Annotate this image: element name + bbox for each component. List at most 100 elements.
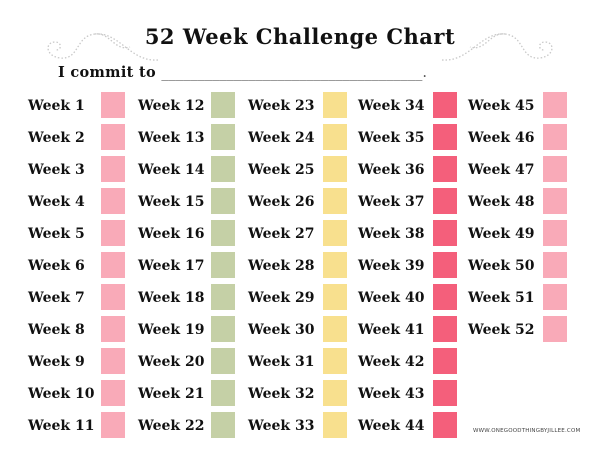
- week-label: Week 38: [358, 226, 425, 242]
- week-checkbox[interactable]: [323, 380, 347, 406]
- week-label: Week 25: [248, 162, 315, 178]
- week-label: Week 22: [138, 418, 205, 434]
- week-label: Week 52: [468, 322, 535, 338]
- week-label: Week 41: [358, 322, 425, 338]
- week-checkbox[interactable]: [433, 316, 457, 342]
- week-checkbox[interactable]: [211, 412, 235, 438]
- week-checkbox[interactable]: [211, 156, 235, 182]
- week-label: Week 51: [468, 290, 535, 306]
- week-label: Week 15: [138, 194, 205, 210]
- week-checkbox[interactable]: [543, 188, 567, 214]
- week-label: Week 33: [248, 418, 315, 434]
- week-checkbox[interactable]: [433, 412, 457, 438]
- week-checkbox[interactable]: [433, 284, 457, 310]
- week-label: Week 5: [28, 226, 85, 242]
- week-label: Week 1: [28, 98, 85, 114]
- week-label: Week 2: [28, 130, 85, 146]
- week-label: Week 20: [138, 354, 205, 370]
- week-checkbox[interactable]: [323, 156, 347, 182]
- week-label: Week 17: [138, 258, 205, 274]
- week-checkbox[interactable]: [101, 412, 125, 438]
- week-label: Week 30: [248, 322, 315, 338]
- week-label: Week 21: [138, 386, 205, 402]
- week-label: Week 43: [358, 386, 425, 402]
- week-label: Week 40: [358, 290, 425, 306]
- week-label: Week 28: [248, 258, 315, 274]
- week-checkbox[interactable]: [323, 124, 347, 150]
- week-checkbox[interactable]: [211, 220, 235, 246]
- week-checkbox[interactable]: [101, 284, 125, 310]
- week-checkbox[interactable]: [323, 220, 347, 246]
- week-checkbox[interactable]: [433, 156, 457, 182]
- week-checkbox[interactable]: [323, 316, 347, 342]
- week-checkbox[interactable]: [101, 188, 125, 214]
- week-label: Week 6: [28, 258, 85, 274]
- right-swirl-ornament: [441, 33, 553, 61]
- week-checkbox[interactable]: [543, 92, 567, 118]
- commitment-line: I commit to ____________________________…: [58, 64, 427, 81]
- week-label: Week 14: [138, 162, 205, 178]
- week-checkbox[interactable]: [101, 156, 125, 182]
- week-checkbox[interactable]: [101, 220, 125, 246]
- commit-label: I commit to: [58, 64, 156, 81]
- week-checkbox[interactable]: [433, 124, 457, 150]
- week-checkbox[interactable]: [101, 380, 125, 406]
- week-label: Week 24: [248, 130, 315, 146]
- week-label: Week 31: [248, 354, 315, 370]
- week-label: Week 11: [28, 418, 95, 434]
- week-label: Week 34: [358, 98, 425, 114]
- week-checkbox[interactable]: [323, 188, 347, 214]
- week-label: Week 29: [248, 290, 315, 306]
- week-label: Week 13: [138, 130, 205, 146]
- left-swirl-ornament: [47, 33, 159, 61]
- week-checkbox[interactable]: [211, 380, 235, 406]
- week-label: Week 18: [138, 290, 205, 306]
- week-label: Week 10: [28, 386, 95, 402]
- week-label: Week 26: [248, 194, 315, 210]
- week-label: Week 16: [138, 226, 205, 242]
- week-label: Week 36: [358, 162, 425, 178]
- week-checkbox[interactable]: [211, 284, 235, 310]
- week-checkbox[interactable]: [543, 316, 567, 342]
- week-label: Week 4: [28, 194, 85, 210]
- week-checkbox[interactable]: [211, 124, 235, 150]
- week-checkbox[interactable]: [543, 156, 567, 182]
- week-label: Week 47: [468, 162, 535, 178]
- week-label: Week 42: [358, 354, 425, 370]
- commit-blank[interactable]: ____________________________________.: [161, 65, 427, 81]
- week-checkbox[interactable]: [323, 284, 347, 310]
- week-checkbox[interactable]: [101, 92, 125, 118]
- week-label: Week 37: [358, 194, 425, 210]
- week-label: Week 32: [248, 386, 315, 402]
- week-checkbox[interactable]: [211, 188, 235, 214]
- week-checkbox[interactable]: [543, 252, 567, 278]
- week-label: Week 19: [138, 322, 205, 338]
- week-checkbox[interactable]: [433, 380, 457, 406]
- week-checkbox[interactable]: [543, 284, 567, 310]
- week-checkbox[interactable]: [101, 124, 125, 150]
- week-label: Week 49: [468, 226, 535, 242]
- week-label: Week 45: [468, 98, 535, 114]
- week-label: Week 27: [248, 226, 315, 242]
- week-checkbox[interactable]: [543, 124, 567, 150]
- page-title: 52 Week Challenge Chart: [144, 24, 456, 49]
- week-checkbox[interactable]: [211, 316, 235, 342]
- week-checkbox[interactable]: [101, 316, 125, 342]
- week-checkbox[interactable]: [211, 252, 235, 278]
- week-label: Week 39: [358, 258, 425, 274]
- week-checkbox[interactable]: [433, 92, 457, 118]
- week-checkbox[interactable]: [101, 252, 125, 278]
- week-checkbox[interactable]: [211, 92, 235, 118]
- week-checkbox[interactable]: [323, 252, 347, 278]
- week-checkbox[interactable]: [101, 348, 125, 374]
- week-checkbox[interactable]: [433, 252, 457, 278]
- week-checkbox[interactable]: [211, 348, 235, 374]
- week-checkbox[interactable]: [323, 412, 347, 438]
- week-checkbox[interactable]: [433, 188, 457, 214]
- week-checkbox[interactable]: [433, 220, 457, 246]
- week-label: Week 35: [358, 130, 425, 146]
- week-checkbox[interactable]: [433, 348, 457, 374]
- week-checkbox[interactable]: [323, 348, 347, 374]
- week-checkbox[interactable]: [323, 92, 347, 118]
- week-checkbox[interactable]: [543, 220, 567, 246]
